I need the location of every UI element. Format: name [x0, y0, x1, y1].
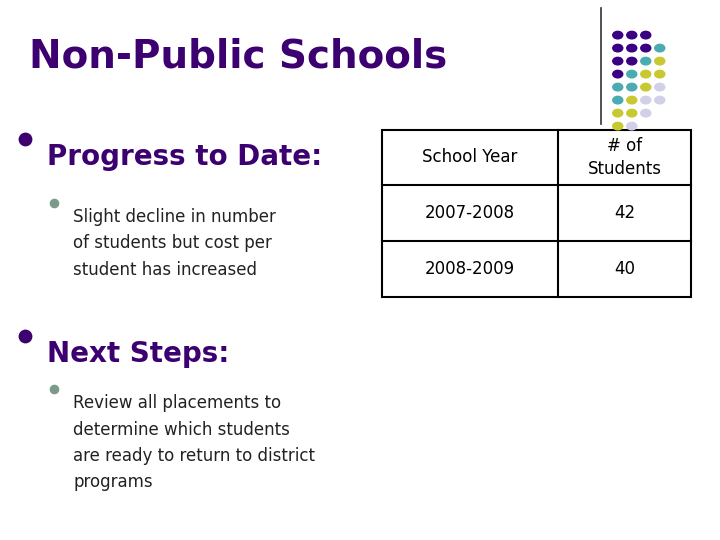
Text: Progress to Date:: Progress to Date: [47, 143, 322, 171]
Circle shape [654, 70, 665, 78]
FancyBboxPatch shape [382, 130, 691, 297]
Circle shape [641, 57, 651, 65]
Circle shape [641, 70, 651, 78]
Text: # of
Students: # of Students [588, 137, 662, 178]
Circle shape [626, 123, 636, 130]
Text: 42: 42 [614, 204, 635, 222]
Circle shape [641, 96, 651, 104]
Circle shape [613, 31, 623, 39]
Circle shape [654, 83, 665, 91]
Text: Next Steps:: Next Steps: [47, 340, 229, 368]
Circle shape [654, 96, 665, 104]
Circle shape [626, 109, 636, 117]
Circle shape [641, 44, 651, 52]
Circle shape [626, 44, 636, 52]
Circle shape [613, 70, 623, 78]
Circle shape [626, 57, 636, 65]
Point [48, 198, 60, 207]
Text: School Year: School Year [422, 148, 518, 166]
Text: 2008-2009: 2008-2009 [425, 260, 515, 278]
Text: 2007-2008: 2007-2008 [425, 204, 515, 222]
Text: 40: 40 [614, 260, 635, 278]
Circle shape [626, 83, 636, 91]
Circle shape [613, 96, 623, 104]
Circle shape [626, 70, 636, 78]
Circle shape [641, 109, 651, 117]
Point [19, 134, 31, 143]
Circle shape [641, 83, 651, 91]
Circle shape [654, 44, 665, 52]
Circle shape [626, 96, 636, 104]
Circle shape [613, 44, 623, 52]
Circle shape [654, 57, 665, 65]
Text: Slight decline in number
of students but cost per
student has increased: Slight decline in number of students but… [73, 208, 276, 279]
Circle shape [613, 57, 623, 65]
Point [48, 384, 60, 393]
Text: Review all placements to
determine which students
are ready to return to distric: Review all placements to determine which… [73, 394, 315, 491]
Point [19, 332, 31, 340]
Circle shape [626, 31, 636, 39]
Circle shape [613, 83, 623, 91]
Circle shape [613, 109, 623, 117]
Circle shape [641, 31, 651, 39]
Circle shape [613, 123, 623, 130]
Text: Non-Public Schools: Non-Public Schools [29, 38, 447, 76]
